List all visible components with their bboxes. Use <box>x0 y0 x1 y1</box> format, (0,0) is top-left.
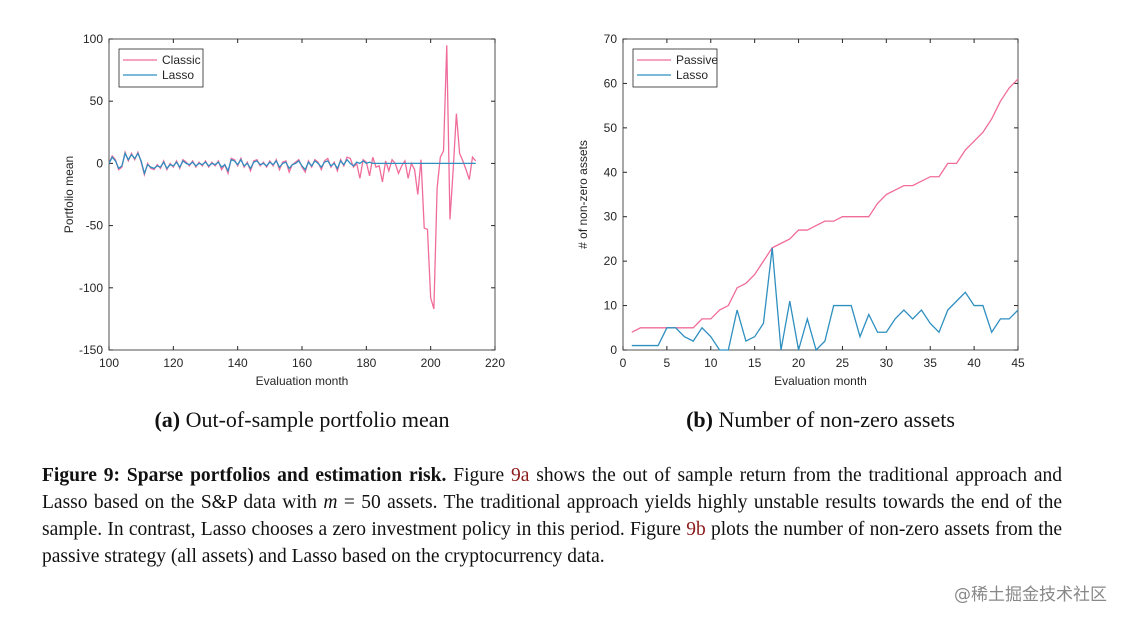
caption-ref[interactable]: 9a <box>511 465 530 486</box>
plot-frame <box>622 38 1019 351</box>
y-tick-label: 100 <box>83 32 103 46</box>
legend-label: Lasso <box>162 68 194 82</box>
series-line <box>631 247 1019 352</box>
y-tick-label: 0 <box>96 156 103 170</box>
y-tick-label: 0 <box>610 343 617 357</box>
legend-label: Classic <box>162 53 201 67</box>
legend-label: Passive <box>676 53 718 67</box>
y-axis-label: Portfolio mean <box>62 156 76 233</box>
x-axis-label: Evaluation month <box>774 374 867 388</box>
subcaption-text: Number of non-zero assets <box>718 407 954 432</box>
x-tick-label: 40 <box>967 356 981 370</box>
caption-title: Sparse portfolios and estimation risk. <box>126 465 447 486</box>
x-tick-label: 5 <box>664 356 671 370</box>
x-tick-label: 100 <box>99 356 119 370</box>
caption-label: Figure 9: <box>42 465 120 486</box>
y-tick-label: 50 <box>90 94 104 108</box>
x-tick-label: 30 <box>880 356 894 370</box>
x-tick-label: 45 <box>1011 356 1025 370</box>
y-tick-label: 70 <box>604 32 618 46</box>
x-tick-label: 180 <box>356 356 376 370</box>
x-tick-label: 25 <box>836 356 850 370</box>
subcaption: (b) Number of non-zero assets <box>686 407 955 432</box>
x-tick-label: 220 <box>485 356 505 370</box>
caption-text: shows the out of sample return from the … <box>42 465 1063 513</box>
subcaption-label: (b) <box>686 407 713 432</box>
caption: Figure 9: Sparse portfolios and estimati… <box>42 462 1062 570</box>
y-tick-label: 60 <box>604 76 618 90</box>
figure: 100 120 140 160 180 200 220-150-100-50050100Ev… <box>62 32 1025 432</box>
subcaption: (a) Out-of-sample portfolio mean <box>154 407 449 432</box>
subcaption-text: Out-of-sample portfolio mean <box>186 407 450 432</box>
x-tick-label: 120 <box>163 356 183 370</box>
x-axis-label: Evaluation month <box>256 374 349 388</box>
caption-math: m <box>323 492 338 513</box>
x-tick-label: 20 <box>792 356 806 370</box>
x-tick-label: 0 <box>620 356 627 370</box>
x-tick-label: 160 <box>292 356 312 370</box>
subcaption-label: (a) <box>154 407 180 432</box>
y-tick-label: 10 <box>604 299 618 313</box>
caption-ref[interactable]: 9b <box>686 519 706 540</box>
series-line <box>631 78 1019 333</box>
x-tick-label: 10 <box>704 356 718 370</box>
y-tick-label: 40 <box>604 165 618 179</box>
y-tick-label: 50 <box>604 121 618 135</box>
caption-text: Figure <box>453 465 505 486</box>
series-line <box>108 151 476 176</box>
caption-text: plots the number of non-zero assets from… <box>42 519 1063 567</box>
y-tick-label: 20 <box>604 254 618 268</box>
x-tick-label: 35 <box>924 356 938 370</box>
y-tick-label: -150 <box>79 343 103 357</box>
y-axis-label: # of non-zero assets <box>576 140 590 249</box>
x-tick-label: 140 <box>228 356 248 370</box>
legend-box <box>118 48 204 88</box>
legend-box <box>632 48 718 88</box>
legend-label: Lasso <box>676 68 708 82</box>
x-tick-label: 200 <box>421 356 441 370</box>
y-tick-label: -100 <box>79 281 103 295</box>
x-tick-label: 15 <box>748 356 762 370</box>
y-tick-label: 30 <box>604 210 618 224</box>
watermark: @稀土掘金技术社区 <box>954 585 1107 605</box>
caption-text: = 50 assets. The traditional approach yi… <box>42 492 1062 540</box>
y-tick-label: -50 <box>86 219 104 233</box>
